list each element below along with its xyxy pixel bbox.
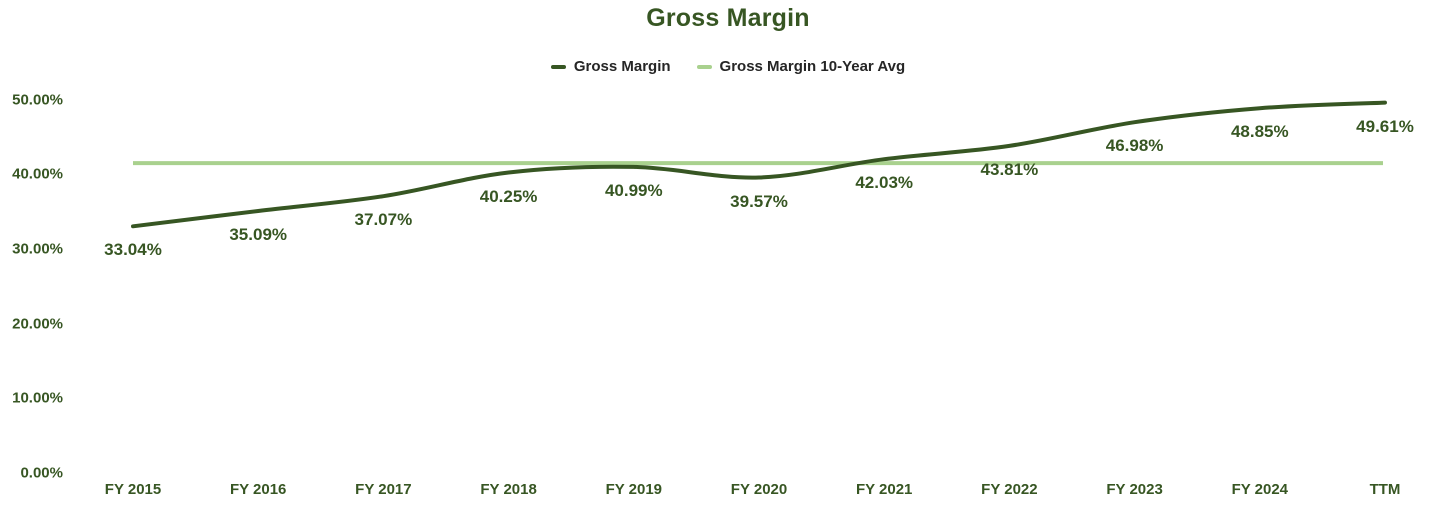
y-axis-tick-label: 10.00% — [12, 389, 63, 407]
avg-line-swatch-icon — [696, 64, 712, 69]
data-label: 40.99% — [604, 180, 663, 200]
x-axis-label: FY 2022 — [981, 481, 1038, 498]
data-label: 42.03% — [855, 173, 914, 193]
x-axis-label: FY 2018 — [480, 481, 537, 498]
y-axis-tick-label: 40.00% — [12, 165, 63, 183]
x-axis-label: TTM — [1369, 481, 1401, 498]
y-axis-tick-label: 50.00% — [12, 91, 63, 109]
data-label: 46.98% — [1105, 136, 1164, 156]
x-axis-label: FY 2021 — [855, 481, 913, 498]
y-axis-tick-label: 30.00% — [12, 240, 63, 258]
x-axis-label: FY 2023 — [1106, 481, 1163, 498]
data-label: 39.57% — [730, 191, 788, 211]
chart-title: Gross Margin — [646, 4, 810, 32]
gross-margin-line — [131, 100, 1387, 229]
gross-margin-line-swatch-icon — [550, 64, 566, 69]
x-axis-label: FY 2016 — [229, 481, 287, 498]
data-label: 49.61% — [1356, 116, 1414, 136]
y-axis-tick-label: 20.00% — [12, 315, 63, 333]
data-label: 33.04% — [104, 240, 162, 260]
data-label: 35.09% — [229, 225, 288, 244]
legend-item-10yr-avg: Gross Margin 10-Year Avg — [696, 58, 906, 75]
legend-label-10yr-avg: Gross Margin 10-Year Avg — [719, 58, 906, 75]
data-label: 40.25% — [479, 186, 538, 206]
legend-label-gross-margin: Gross Margin — [573, 58, 671, 75]
data-label: 37.07% — [354, 210, 413, 230]
y-axis-tick-label: 0.00% — [20, 464, 63, 482]
x-axis-label: FY 2020 — [730, 481, 788, 498]
legend-item-gross-margin: Gross Margin — [550, 58, 671, 75]
data-label: 48.85% — [1230, 122, 1289, 142]
x-axis-label: FY 2019 — [605, 481, 663, 498]
data-label: 43.81% — [980, 159, 1039, 179]
x-axis-label: FY 2024 — [1231, 481, 1289, 498]
x-axis-label: FY 2017 — [355, 481, 412, 498]
chart-legend: Gross Margin Gross Margin 10-Year Avg — [0, 58, 1456, 75]
x-axis-label: FY 2015 — [104, 481, 162, 498]
